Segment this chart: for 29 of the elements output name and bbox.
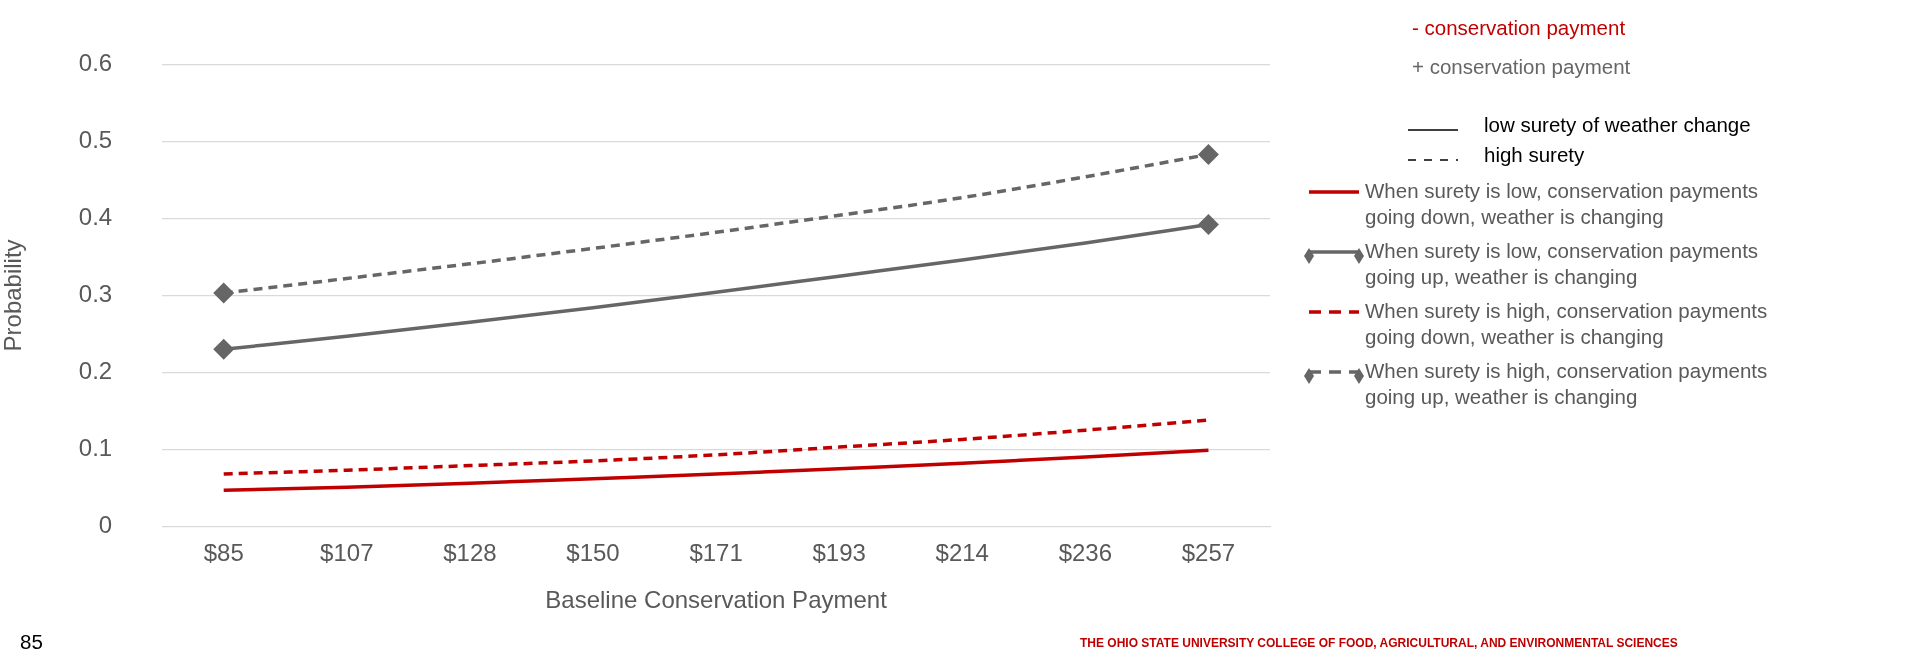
text: 85 [20,630,43,654]
text: high surety [1484,143,1585,167]
x-tick-label: $193 [812,539,866,567]
x-tick-label: $85 [203,539,244,567]
line-series [221,448,1211,492]
x-tick-label: $236 [1058,539,1113,567]
y-tick-label: 0.4 [78,203,113,231]
text: - conservation payment [1412,16,1626,40]
x-tick-label: $107 [320,539,374,567]
legend-label: When surety is high, conservation payments going down, weather is changing [1365,298,1769,350]
x-tick-label: $150 [566,539,620,567]
legend-label: When surety is low, conservation payments going down, weather is changing [1365,178,1760,230]
y-tick-label: 0 [98,511,113,539]
y-tick-label: 0.5 [78,126,113,154]
text: THE OHIO STATE UNIVERSITY COLLEGE OF FOOD, AGRICULTURAL, AND ENVIRONMENTAL SCIENCES [1080,636,1678,650]
text: low surety of weather change [1484,113,1751,137]
x-tick-label: $128 [443,539,497,567]
legend-label: When surety is high, conservation payments going up, weather is changing [1365,358,1769,410]
y-tick-label: 0.2 [78,357,113,385]
y-tick-label: 0.6 [78,49,113,77]
x-tick-label: $214 [935,539,989,567]
y-tick-label: 0.3 [78,280,113,308]
x-axis-title: Baseline Conservation Payment [545,586,888,614]
x-tick-label: $257 [1181,539,1236,567]
y-tick-label: 0.1 [78,434,113,462]
y-axis-title: Probability [0,239,27,352]
x-tick-label: $171 [689,539,743,567]
legend-label: When surety is low, conservation payments going up, weather is changing [1365,238,1760,290]
text: + conservation payment [1412,55,1631,79]
